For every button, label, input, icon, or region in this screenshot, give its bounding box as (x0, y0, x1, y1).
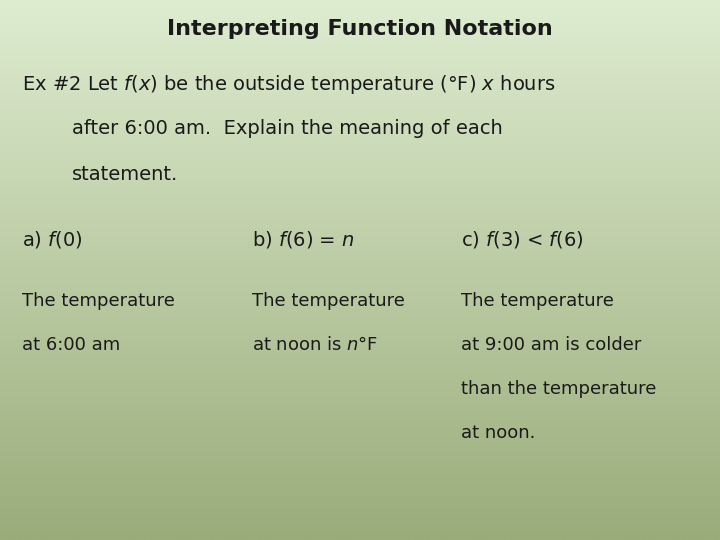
Text: c) $\it{f}$(3) < $\it{f}$(6): c) $\it{f}$(3) < $\it{f}$(6) (461, 230, 583, 251)
Text: at 9:00 am is colder: at 9:00 am is colder (461, 336, 642, 354)
Text: at 6:00 am: at 6:00 am (22, 336, 120, 354)
Text: The temperature: The temperature (461, 292, 613, 309)
Text: b) $\it{f}$(6) = $\it{n}$: b) $\it{f}$(6) = $\it{n}$ (252, 230, 354, 251)
Text: at noon is $\it{n}$°F: at noon is $\it{n}$°F (252, 336, 378, 354)
Text: The temperature: The temperature (252, 292, 405, 309)
Text: at noon.: at noon. (461, 424, 535, 442)
Text: after 6:00 am.  Explain the meaning of each: after 6:00 am. Explain the meaning of ea… (72, 119, 503, 138)
Text: Interpreting Function Notation: Interpreting Function Notation (167, 19, 553, 39)
Text: a) $\it{f}$(0): a) $\it{f}$(0) (22, 230, 82, 251)
Text: statement.: statement. (72, 165, 179, 184)
Text: The temperature: The temperature (22, 292, 174, 309)
Text: than the temperature: than the temperature (461, 380, 656, 398)
Text: Ex #2 Let $\it{f}$($\it{x}$) be the outside temperature (°F) $\it{x}$ hours: Ex #2 Let $\it{f}$($\it{x}$) be the outs… (22, 73, 555, 96)
